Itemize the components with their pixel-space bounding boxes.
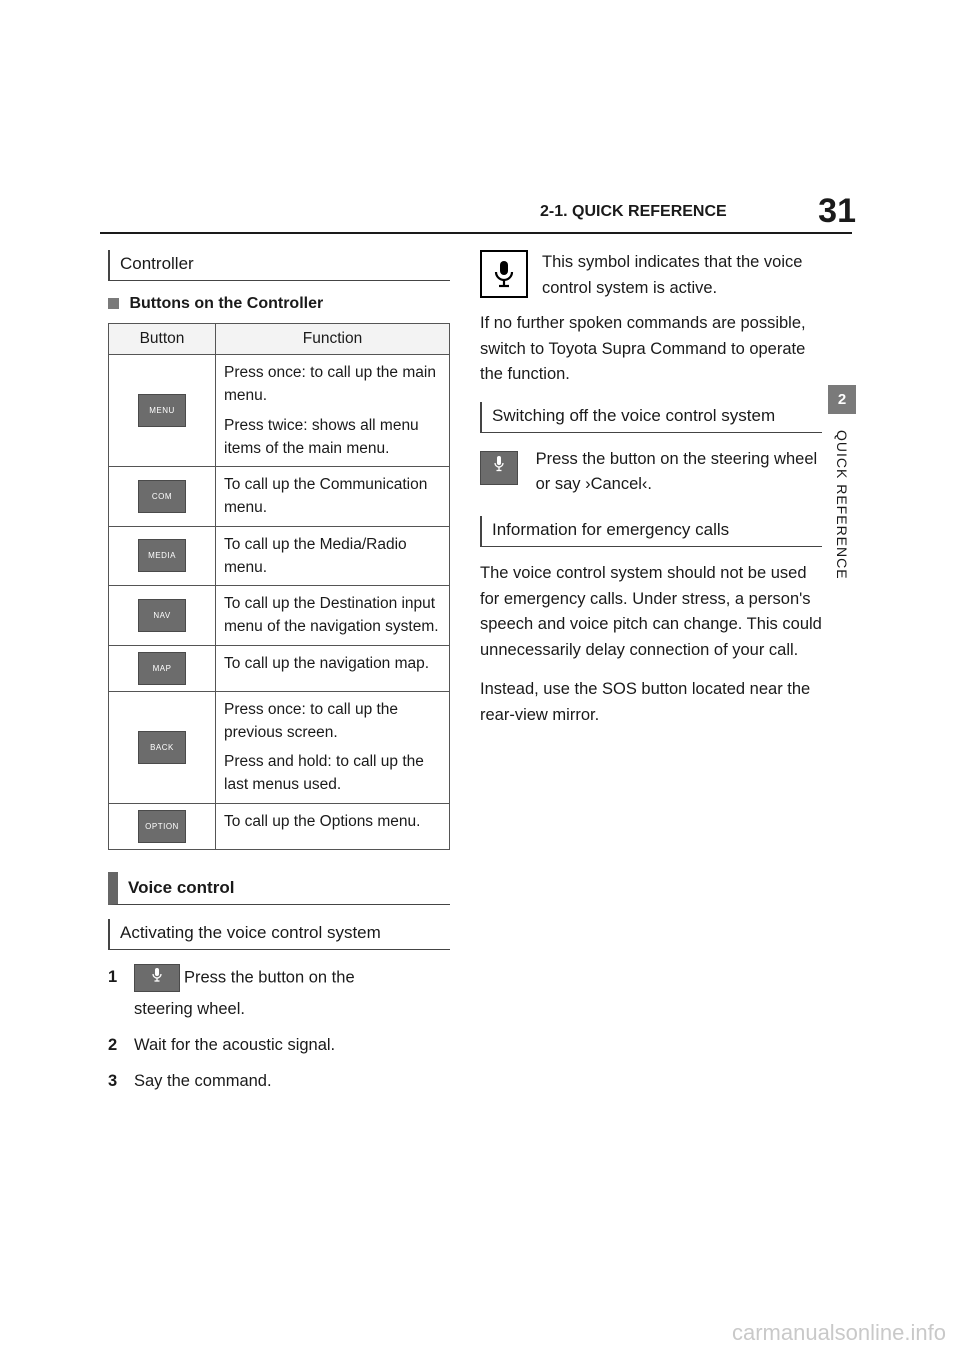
function-cell: To call up the Communication menu. xyxy=(216,467,450,527)
square-icon xyxy=(108,298,119,309)
buttons-subheading: Buttons on the Controller xyxy=(108,295,450,313)
step-2: 2 Wait for the acoustic signal. xyxy=(108,1032,450,1058)
button-cell: NAV xyxy=(109,586,216,646)
function-cell: To call up the Destination input menu of… xyxy=(216,586,450,646)
table-row: MEDIA To call up the Media/Radio menu. xyxy=(109,526,450,586)
table-row: OPTION To call up the Options menu. xyxy=(109,803,450,849)
map-button: MAP xyxy=(138,652,186,685)
step-number: 1 xyxy=(108,964,117,990)
switching-off-heading-text: Switching off the voice control system xyxy=(492,406,775,425)
table-row: COM To call up the Communication menu. xyxy=(109,467,450,527)
switching-off-block: Press the button on the steering wheel o… xyxy=(480,447,822,498)
buttons-subheading-text: Buttons on the Controller xyxy=(129,295,323,312)
step-1-text-b: steering wheel. xyxy=(134,996,450,1022)
emergency-heading: Information for emergency calls xyxy=(480,516,822,547)
switching-off-text: Press the button on the steering wheel o… xyxy=(536,447,822,498)
voice-control-heading-text: Voice control xyxy=(128,878,234,897)
function-cell: To call up the navigation map. xyxy=(216,645,450,691)
controller-heading: Controller xyxy=(108,250,450,281)
function-cell: To call up the Options menu. xyxy=(216,803,450,849)
no-further-para: If no further spoken commands are possib… xyxy=(480,311,822,388)
left-column: Controller Buttons on the Controller But… xyxy=(108,250,450,1105)
table-header-row: Button Function xyxy=(109,324,450,355)
com-button: COM xyxy=(138,480,186,513)
col-function: Function xyxy=(216,324,450,355)
activating-heading: Activating the voice control system xyxy=(108,919,450,950)
mic-symbol-block: This symbol indicates that the voice con… xyxy=(480,250,822,301)
option-button: OPTION xyxy=(138,810,186,843)
page: 2-1. QUICK REFERENCE 31 Controller Butto… xyxy=(0,0,960,1358)
mic-symbol-icon xyxy=(480,250,528,298)
fn-text: Press once: to call up the previous scre… xyxy=(224,698,441,745)
menu-button: MENU xyxy=(138,394,186,427)
controller-heading-text: Controller xyxy=(120,254,194,273)
emergency-heading-text: Information for emergency calls xyxy=(492,520,729,539)
back-button: BACK xyxy=(138,731,186,764)
table-row: MENU Press once: to call up the main men… xyxy=(109,355,450,467)
step-1-text-a: Press the button on the xyxy=(184,968,355,986)
fn-text: Press and hold: to call up the last menu… xyxy=(224,750,441,797)
step-3-text: Say the command. xyxy=(134,1072,272,1090)
step-number: 3 xyxy=(108,1068,117,1094)
voice-control-heading: Voice control xyxy=(108,872,450,905)
step-3: 3 Say the command. xyxy=(108,1068,450,1094)
emergency-p2: Instead, use the SOS button located near… xyxy=(480,677,822,728)
mic-icon xyxy=(134,964,180,992)
media-button: MEDIA xyxy=(138,539,186,572)
step-2-text: Wait for the acoustic signal. xyxy=(134,1036,335,1054)
buttons-table: Button Function MENU Press once: to call… xyxy=(108,323,450,850)
button-cell: COM xyxy=(109,467,216,527)
button-cell: OPTION xyxy=(109,803,216,849)
nav-button: NAV xyxy=(138,599,186,632)
step-number: 2 xyxy=(108,1032,117,1058)
switching-off-heading: Switching off the voice control system xyxy=(480,402,822,433)
chapter-label: QUICK REFERENCE xyxy=(834,430,850,580)
col-button: Button xyxy=(109,324,216,355)
header-rule xyxy=(100,232,852,234)
right-column: This symbol indicates that the voice con… xyxy=(480,250,822,742)
watermark: carmanualsonline.info xyxy=(732,1320,946,1346)
function-cell: To call up the Media/Radio menu. xyxy=(216,526,450,586)
step-1: 1 Press the button on the steering wheel… xyxy=(108,964,450,1022)
activating-heading-text: Activating the voice control system xyxy=(120,923,381,942)
table-row: BACK Press once: to call up the previous… xyxy=(109,691,450,803)
mic-symbol-text: This symbol indicates that the voice con… xyxy=(542,250,822,301)
table-row: NAV To call up the Destination input men… xyxy=(109,586,450,646)
emergency-p1: The voice control system should not be u… xyxy=(480,561,822,663)
steps-list: 1 Press the button on the steering wheel… xyxy=(108,964,450,1095)
section-label: 2-1. QUICK REFERENCE xyxy=(540,203,727,221)
table-row: MAP To call up the navigation map. xyxy=(109,645,450,691)
fn-text: Press twice: shows all menu items of the… xyxy=(224,414,441,461)
function-cell: Press once: to call up the main menu. Pr… xyxy=(216,355,450,467)
button-cell: MAP xyxy=(109,645,216,691)
button-cell: BACK xyxy=(109,691,216,803)
fn-text: Press once: to call up the main menu. xyxy=(224,361,441,408)
mic-icon xyxy=(480,451,518,485)
button-cell: MEDIA xyxy=(109,526,216,586)
side-tab: 2 QUICK REFERENCE xyxy=(828,385,856,580)
function-cell: Press once: to call up the previous scre… xyxy=(216,691,450,803)
chapter-number: 2 xyxy=(828,385,856,414)
page-number: 31 xyxy=(818,192,856,231)
button-cell: MENU xyxy=(109,355,216,467)
